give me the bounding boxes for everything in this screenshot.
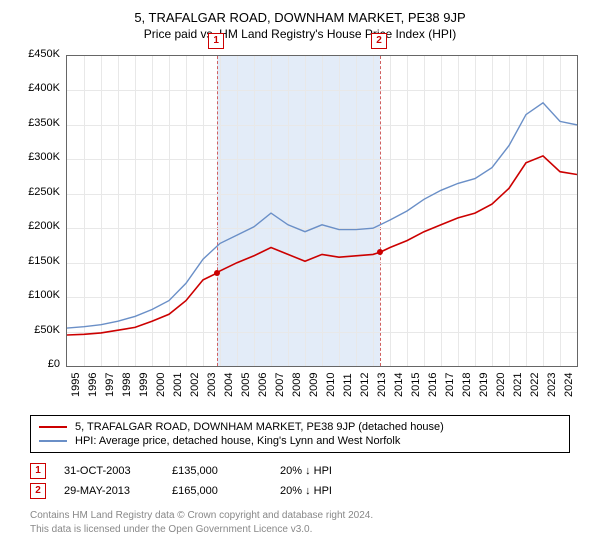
sale-marker-1: 1 xyxy=(208,33,224,49)
legend-row: 5, TRAFALGAR ROAD, DOWNHAM MARKET, PE38 … xyxy=(39,420,561,434)
footer-line2: This data is licensed under the Open Gov… xyxy=(30,523,570,537)
x-axis-label: 1998 xyxy=(121,373,133,397)
chart-area: £0 £50K £100K £150K £200K £250K £300K £350K £400… xyxy=(20,49,580,409)
x-axis-label: 2014 xyxy=(393,373,405,397)
x-axis-label: 1997 xyxy=(104,373,116,397)
sale-row: 1 31-OCT-2003 £135,000 20% ↓ HPI xyxy=(30,461,570,481)
y-axis-label: £450K xyxy=(20,48,60,60)
chart-title-line2: Price paid vs. HM Land Registry's House … xyxy=(10,27,590,41)
chart-title-line1: 5, TRAFALGAR ROAD, DOWNHAM MARKET, PE38 … xyxy=(10,10,590,25)
x-axis-label: 2000 xyxy=(155,373,167,397)
x-axis-label: 2012 xyxy=(359,373,371,397)
series-hpi xyxy=(67,103,577,328)
legend-label: HPI: Average price, detached house, King… xyxy=(75,435,400,447)
x-axis-label: 2002 xyxy=(189,373,201,397)
x-axis-label: 2003 xyxy=(206,373,218,397)
chart-lines xyxy=(67,56,577,366)
y-axis-label: £150K xyxy=(20,255,60,267)
legend-label: 5, TRAFALGAR ROAD, DOWNHAM MARKET, PE38 … xyxy=(75,421,444,433)
footer-attribution: Contains HM Land Registry data © Crown c… xyxy=(30,509,570,536)
sale-marker-dot-1 xyxy=(214,270,220,276)
x-axis-label: 2021 xyxy=(512,373,524,397)
sales-table: 1 31-OCT-2003 £135,000 20% ↓ HPI 2 29-MAY-201… xyxy=(30,461,570,501)
x-axis-label: 2008 xyxy=(291,373,303,397)
y-axis-label: £50K xyxy=(20,324,60,336)
sale-date: 31-OCT-2003 xyxy=(64,465,154,477)
y-axis-label: £250K xyxy=(20,186,60,198)
sale-marker-dot-2 xyxy=(377,249,383,255)
sale-price: £165,000 xyxy=(172,485,262,497)
x-axis-label: 2004 xyxy=(223,373,235,397)
x-axis-label: 2019 xyxy=(478,373,490,397)
x-axis-label: 1996 xyxy=(87,373,99,397)
sale-badge: 1 xyxy=(30,463,46,479)
x-axis-label: 2018 xyxy=(461,373,473,397)
sale-date: 29-MAY-2013 xyxy=(64,485,154,497)
x-axis-label: 2024 xyxy=(563,373,575,397)
sale-marker-2: 2 xyxy=(371,33,387,49)
legend-swatch xyxy=(39,426,67,428)
sale-price: £135,000 xyxy=(172,465,262,477)
sale-badge: 2 xyxy=(30,483,46,499)
legend: 5, TRAFALGAR ROAD, DOWNHAM MARKET, PE38 … xyxy=(30,415,570,453)
y-axis-label: £100K xyxy=(20,289,60,301)
y-axis-label: £300K xyxy=(20,151,60,163)
x-axis-label: 2010 xyxy=(325,373,337,397)
sale-row: 2 29-MAY-2013 £165,000 20% ↓ HPI xyxy=(30,481,570,501)
y-axis-label: £400K xyxy=(20,82,60,94)
legend-row: HPI: Average price, detached house, King… xyxy=(39,434,561,448)
x-axis-label: 2023 xyxy=(546,373,558,397)
legend-swatch xyxy=(39,440,67,442)
x-axis-label: 2015 xyxy=(410,373,422,397)
x-axis-label: 1999 xyxy=(138,373,150,397)
x-axis-label: 2011 xyxy=(342,373,354,397)
x-axis-label: 2001 xyxy=(172,373,184,397)
sale-diff: 20% ↓ HPI xyxy=(280,465,370,477)
sale-diff: 20% ↓ HPI xyxy=(280,485,370,497)
x-axis-label: 2006 xyxy=(257,373,269,397)
y-axis-label: £200K xyxy=(20,220,60,232)
x-axis-label: 2009 xyxy=(308,373,320,397)
chart-container: 5, TRAFALGAR ROAD, DOWNHAM MARKET, PE38 … xyxy=(0,0,600,546)
x-axis-label: 2007 xyxy=(274,373,286,397)
plot-area xyxy=(66,55,578,367)
x-axis-label: 2013 xyxy=(376,373,388,397)
x-axis-label: 2020 xyxy=(495,373,507,397)
x-axis-label: 2017 xyxy=(444,373,456,397)
x-axis-label: 2016 xyxy=(427,373,439,397)
x-axis-label: 1995 xyxy=(70,373,82,397)
y-axis-label: £350K xyxy=(20,117,60,129)
series-property xyxy=(67,156,577,335)
x-axis-label: 2022 xyxy=(529,373,541,397)
x-axis-label: 2005 xyxy=(240,373,252,397)
y-axis-label: £0 xyxy=(20,358,60,370)
footer-line1: Contains HM Land Registry data © Crown c… xyxy=(30,509,570,523)
